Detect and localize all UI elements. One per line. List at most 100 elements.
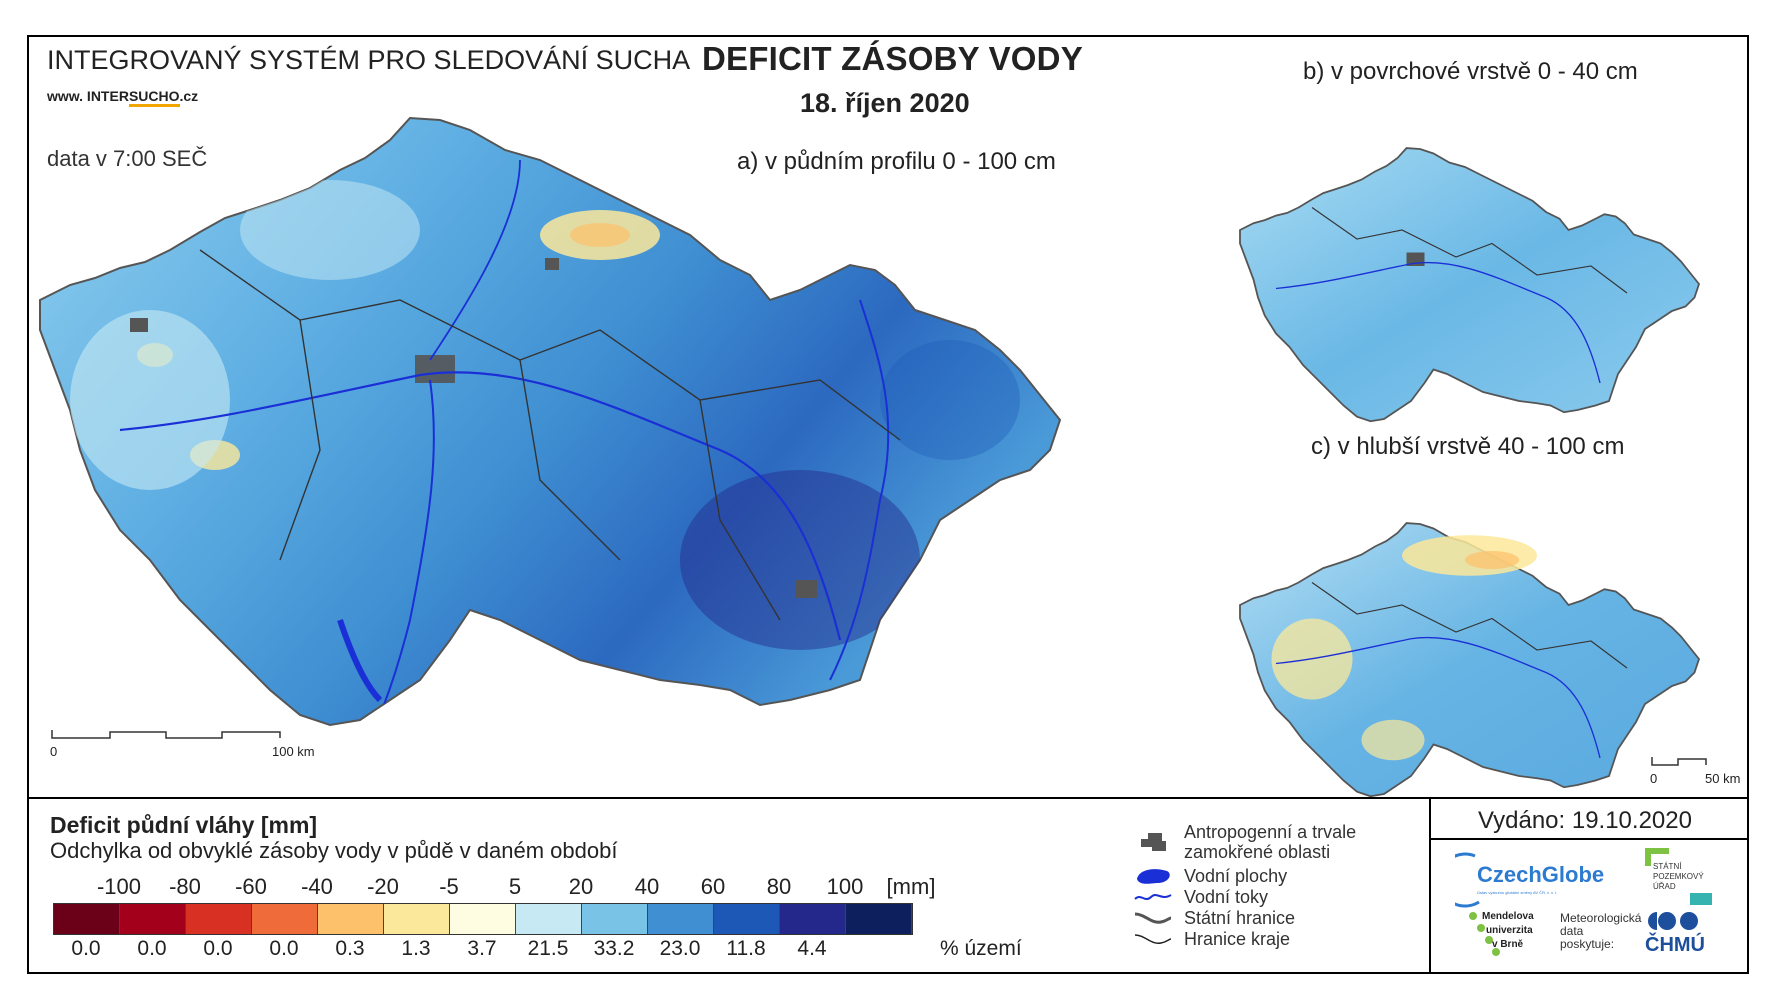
key-state-label: Státní hranice	[1184, 907, 1296, 928]
issued-date: Vydáno: 19.10.2020	[1478, 807, 1692, 834]
legend-percentage: 3.7	[467, 937, 497, 960]
legend-tick: 5	[508, 874, 522, 899]
spu-logo[interactable]: STÁTNÍ POZEMKOVÝ ÚŘAD	[1645, 848, 1712, 905]
key-urban-area: Antropogenní a trvale zamokřené oblasti	[1128, 822, 1356, 862]
czechglobe-subtitle: Ústav výzkumu globální změny AV ČR, v. v…	[1477, 890, 1558, 895]
mendel-line-3: v Brně	[1492, 939, 1524, 950]
legend-swatch	[120, 904, 186, 934]
legend-percentage: 0.3	[335, 937, 365, 960]
page-title: DEFICIT ZÁSOBY VODY	[702, 40, 1083, 77]
legend-percentage: 0.0	[203, 937, 233, 960]
key-river-label: Vodní toky	[1184, 886, 1269, 907]
legend-tick: 100	[826, 874, 864, 899]
map-frame	[27, 35, 1749, 974]
data-time: data v 7:00 SEČ	[47, 146, 208, 171]
legend-colorbar	[53, 903, 913, 935]
spu-line-2: POZEMKOVÝ	[1653, 872, 1704, 881]
legend-divider	[27, 797, 1749, 799]
website-suffix: .cz	[179, 88, 199, 104]
website-prefix: www. INTER	[47, 88, 129, 104]
region-border-icon	[1128, 928, 1178, 950]
legend-percentage: 1.3	[401, 937, 431, 960]
system-name: INTEGROVANÝ SYSTÉM PRO SLEDOVÁNÍ SUCHA	[47, 45, 691, 75]
legend-tick: -60	[235, 874, 267, 899]
legend-percentage: 0.0	[137, 937, 167, 960]
legend-title: Deficit půdní vláhy [mm]	[50, 812, 318, 838]
scale-b-end: 50 km	[1705, 771, 1741, 786]
scale-a-end: 100 km	[272, 744, 315, 759]
legend-tick: -20	[367, 874, 399, 899]
legend-tick: -100	[96, 874, 142, 899]
key-region-border: Hranice kraje	[1128, 928, 1290, 950]
legend-percentage: 0.0	[269, 937, 299, 960]
legend-swatch	[516, 904, 582, 934]
chmu-logo[interactable]: ČHMÚ	[1643, 910, 1705, 956]
legend-percentages: 0.0 0.0 0.0 0.0 0.3 1.3 3.7 21.5 33.2 23.0 11.8 4.4	[53, 937, 953, 963]
legend-swatch	[384, 904, 450, 934]
czechglobe-logo[interactable]: CzechGlobe Ústav výzkumu globální změny …	[1437, 848, 1615, 913]
legend-tick: [mm]	[886, 874, 936, 899]
key-urban-label-1: Antropogenní a trvale	[1184, 822, 1357, 842]
legend-tick: 80	[766, 874, 792, 899]
met-provider-text: Meteorologická data poskytuje:	[1560, 912, 1641, 951]
spu-accent	[1690, 893, 1712, 905]
legend-swatch	[252, 904, 318, 934]
water-body-icon	[1128, 865, 1178, 887]
logo-divider	[1429, 797, 1431, 974]
key-urban-label-2: zamokřené oblasti	[1184, 842, 1331, 862]
map-b	[1239, 147, 1700, 423]
mendelu-dots	[1469, 912, 1500, 956]
chmu-logo-graphic	[1648, 912, 1698, 930]
spu-line-3: ÚŘAD	[1653, 882, 1676, 891]
met-line-1: Meteorologická	[1560, 911, 1642, 925]
legend-tick: 20	[568, 874, 594, 899]
legend-swatch	[780, 904, 846, 934]
state-border-icon	[1128, 907, 1178, 929]
czechglobe-name: CzechGlobe	[1477, 862, 1605, 887]
scale-bar-b: 0 50 km	[1650, 755, 1740, 786]
legend-percentage: 4.4	[797, 937, 827, 960]
river-icon	[1128, 886, 1178, 908]
legend-tick: 60	[700, 874, 726, 899]
map-c	[1239, 522, 1700, 797]
percent-unit: % území	[940, 937, 1022, 960]
key-river: Vodní toky	[1128, 886, 1268, 908]
legend-swatch	[846, 904, 912, 934]
urban-area-icon	[1128, 831, 1178, 853]
scale-bar-b-graphic	[1651, 757, 1707, 766]
scale-b-zero: 0	[1650, 771, 1658, 786]
website-highlight: SUCHO	[128, 88, 180, 107]
map-a-label: a) v půdním profilu 0 - 100 cm	[737, 148, 1056, 175]
key-state-border: Státní hranice	[1128, 907, 1295, 929]
key-water-label: Vodní plochy	[1184, 865, 1288, 886]
legend-swatch	[54, 904, 120, 934]
legend-swatch	[582, 904, 648, 934]
spu-logo-graphic	[1645, 848, 1669, 866]
map-date: 18. říjen 2020	[800, 88, 970, 118]
legend-tick: -80	[169, 874, 201, 899]
legend-percentage: 23.0	[659, 937, 701, 960]
legend-tick: -40	[301, 874, 333, 899]
map-b-label: b) v povrchové vrstvě 0 - 40 cm	[1303, 58, 1638, 85]
mendelu-logo[interactable]: Mendelova univerzita v Brně	[1468, 911, 1538, 971]
website-link[interactable]: www. INTERSUCHO.cz	[47, 88, 199, 107]
legend-ticks: -100 -80 -60 -40 -20 -5 5 20 40 60 80 100 [mm]	[50, 874, 950, 900]
chmu-name: ČHMÚ	[1645, 934, 1705, 956]
scale-bar-a: 0 100 km	[50, 728, 315, 759]
legend-swatch	[186, 904, 252, 934]
mendel-line-1: Mendelova	[1482, 911, 1534, 922]
mendel-line-2: univerzita	[1486, 925, 1533, 936]
map-c-label: c) v hlubší vrstvě 40 - 100 cm	[1311, 433, 1625, 460]
legend-percentage: 0.0	[71, 937, 101, 960]
scale-a-zero: 0	[50, 744, 58, 759]
key-region-label: Hranice kraje	[1184, 928, 1291, 949]
legend-subtitle: Odchylka od obvyklé zásoby vody v půdě v…	[50, 838, 618, 863]
legend-swatch	[648, 904, 714, 934]
key-water-body: Vodní plochy	[1128, 865, 1287, 887]
legend-swatch	[450, 904, 516, 934]
met-line-2: data	[1560, 924, 1584, 938]
legend-swatch	[318, 904, 384, 934]
legend-percentage: 33.2	[593, 937, 635, 960]
legend-tick: 40	[634, 874, 660, 899]
issued-divider	[1429, 838, 1749, 840]
